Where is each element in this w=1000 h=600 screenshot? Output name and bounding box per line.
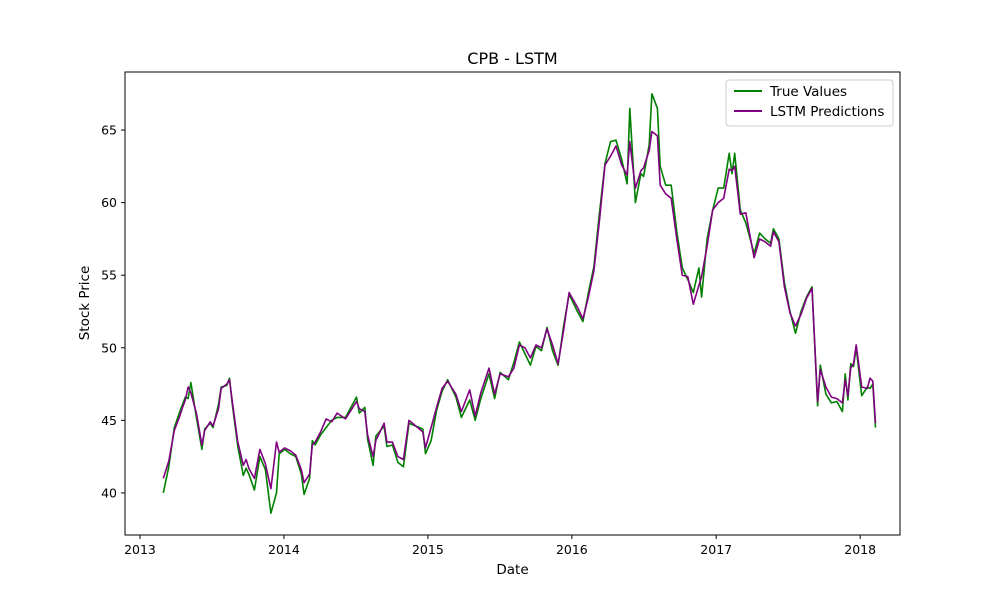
x-tick-label: 2017 (700, 542, 732, 557)
x-tick-label: 2013 (124, 542, 156, 557)
axes-frame (124, 71, 901, 536)
y-axis: 40 45 50 55 60 65 (101, 123, 125, 500)
x-tick-label: 2015 (412, 542, 444, 557)
y-tick-label: 45 (101, 413, 117, 428)
axes-background (125, 72, 900, 535)
x-tick-label: 2014 (268, 542, 300, 557)
legend: True Values LSTM Predictions (725, 79, 894, 127)
y-tick-label: 50 (101, 340, 117, 355)
y-tick-label: 60 (101, 195, 117, 210)
y-tick-label: 55 (101, 268, 117, 283)
series-layer (162, 93, 877, 515)
plot-area (124, 71, 901, 536)
series-line-lstm-predictions (162, 130, 877, 490)
legend-box (725, 79, 894, 127)
chart-title: CPB - LSTM (467, 49, 557, 68)
legend-label-lstm-predictions: LSTM Predictions (770, 104, 884, 120)
x-axis: 2013 2014 2015 2016 2017 2018 (124, 535, 876, 557)
legend-label-true-values: True Values (769, 84, 847, 100)
y-tick-label: 65 (101, 123, 117, 138)
x-axis-label: Date (496, 562, 528, 578)
x-tick-label: 2018 (844, 542, 876, 557)
y-axis-label: Stock Price (77, 266, 93, 341)
y-tick-label: 40 (101, 485, 117, 500)
x-tick-label: 2016 (556, 542, 588, 557)
